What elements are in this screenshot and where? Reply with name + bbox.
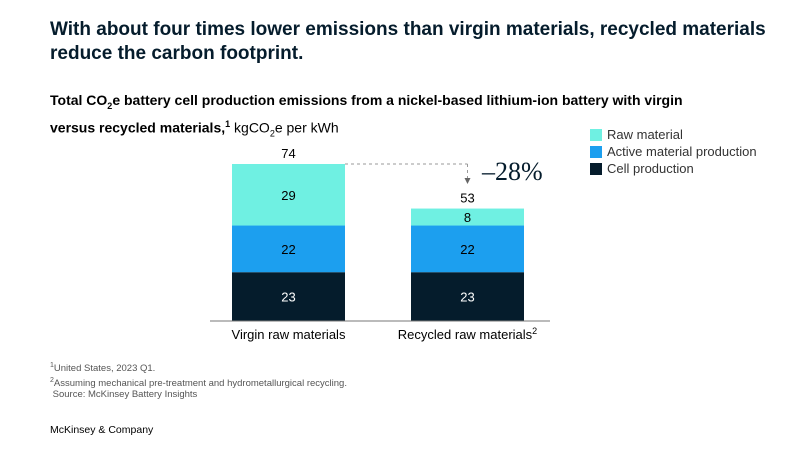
legend-label-raw-material: Raw material	[607, 127, 683, 142]
subtitle-sub: 2	[107, 100, 113, 111]
bar-virgin-raw-materials-raw-material	[232, 164, 345, 226]
chart-subtitle: Total CO2e battery cell production emiss…	[50, 91, 710, 142]
footnote-source-text: Source: McKinsey Battery Insights	[50, 389, 198, 401]
reduction-annotation: –28%	[481, 157, 543, 186]
bar-recycled-raw-materials-cell-production	[411, 272, 524, 321]
subtitle-unit-prefix: kgCO	[230, 119, 270, 136]
legend-item-raw-material: Raw material	[590, 126, 757, 143]
legend-swatch-cell-production	[590, 162, 602, 175]
total-label-recycled-raw-materials: 53	[460, 191, 474, 206]
data-label-recycled-raw-materials-active-material-production: 22	[460, 242, 474, 257]
legend: Raw material Active material production …	[590, 126, 757, 177]
brand-logo-text: McKinsey & Company	[50, 424, 154, 436]
data-label-virgin-raw-materials-raw-material: 29	[281, 188, 295, 203]
category-superscript-recycled-raw-materials: 2	[532, 326, 537, 336]
subtitle-unit-suffix: e per kWh	[274, 119, 339, 136]
legend-item-cell-production: Cell production	[590, 160, 757, 177]
comparison-arrow-head	[464, 178, 471, 184]
footnote-source: Source: McKinsey Battery Insights	[50, 389, 347, 401]
headline: With about four times lower emissions th…	[50, 19, 766, 64]
bar-virgin-raw-materials-active-material-production	[232, 225, 345, 273]
data-label-virgin-raw-materials-cell-production: 23	[281, 290, 295, 305]
data-label-recycled-raw-materials-cell-production: 23	[460, 290, 474, 305]
legend-swatch-active-material	[590, 145, 602, 158]
total-label-virgin-raw-materials: 74	[281, 146, 295, 161]
data-label-recycled-raw-materials-raw-material: 8	[464, 210, 471, 225]
legend-label-active-material: Active material production	[607, 144, 757, 159]
subtitle-part1: Total CO	[50, 92, 108, 108]
legend-swatch-raw-material	[590, 128, 602, 141]
footnote-1-text: United States, 2023 Q1.	[53, 363, 156, 375]
subtitle-sup: 1	[225, 118, 231, 129]
category-label-virgin-raw-materials: Virgin raw materials	[232, 327, 346, 342]
footnote-1-marker: 1	[50, 362, 54, 369]
subtitle-part2: e battery cell production emissions from…	[50, 92, 683, 136]
legend-label-cell-production: Cell production	[607, 161, 694, 176]
footnote-1: 1United States, 2023 Q1.	[50, 360, 347, 375]
bar-virgin-raw-materials-cell-production	[232, 272, 345, 321]
category-label-recycled-raw-materials: Recycled raw materials2	[398, 326, 537, 342]
footnote-2: 2Assuming mechanical pre-treatment and h…	[50, 375, 347, 390]
bar-recycled-raw-materials-raw-material	[411, 208, 524, 226]
data-label-virgin-raw-materials-active-material-production: 22	[281, 242, 295, 257]
footnotes: 1United States, 2023 Q1. 2Assuming mecha…	[50, 360, 347, 401]
footnote-2-marker: 2	[50, 376, 54, 384]
legend-item-active-material: Active material production	[590, 143, 757, 160]
subtitle-unit-sub: 2	[269, 128, 275, 139]
footnote-2-text: Assuming mechanical pre-treatment and hy…	[53, 377, 347, 389]
bar-recycled-raw-materials-active-material-production	[411, 225, 524, 273]
